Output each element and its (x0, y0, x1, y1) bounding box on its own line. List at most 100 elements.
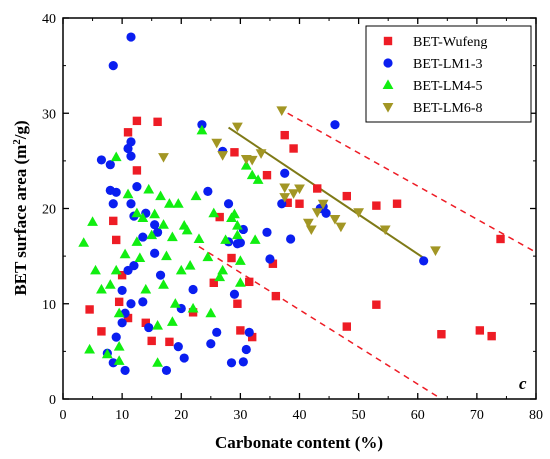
data-point (302, 218, 314, 229)
data-point (152, 320, 163, 330)
data-point (372, 201, 381, 210)
data-point (110, 151, 122, 162)
data-point (166, 231, 178, 242)
data-point (78, 237, 90, 247)
data-point (87, 216, 98, 226)
data-point (188, 284, 198, 295)
legend-label: BET-LM6-8 (413, 101, 482, 116)
data-point (144, 322, 154, 333)
data-point (197, 120, 207, 130)
data-point (271, 291, 281, 301)
data-point (173, 342, 183, 352)
data-point (234, 255, 246, 265)
data-point (132, 116, 142, 126)
data-point (379, 225, 391, 236)
data-point (283, 198, 292, 207)
data-point (117, 285, 127, 296)
data-point (214, 271, 226, 282)
y-axis-title-main: BET surface area (m (11, 145, 30, 296)
data-point (134, 252, 146, 263)
data-point (305, 225, 317, 236)
data-point (330, 120, 340, 130)
legend-box (365, 25, 532, 123)
data-point (114, 297, 124, 307)
data-point (84, 343, 96, 354)
data-point (126, 137, 136, 147)
x-tick-label: 10 (115, 408, 129, 423)
data-point (335, 222, 347, 233)
x-tick-label: 0 (60, 408, 67, 423)
legend-marker (383, 36, 393, 46)
x-tick-label: 20 (174, 408, 188, 423)
data-point (496, 234, 505, 244)
data-point (437, 330, 446, 339)
legend-marker (382, 103, 394, 113)
x-tick-label: 80 (529, 408, 543, 423)
data-point (229, 208, 240, 219)
data-point (137, 212, 149, 223)
data-point (126, 32, 136, 42)
data-point (209, 278, 218, 287)
x-axis-title: Carbonate content (%) (215, 433, 383, 452)
y-axis-title-end: /g) (11, 120, 30, 140)
data-point (96, 283, 107, 294)
data-point (252, 174, 264, 184)
data-point (232, 220, 243, 230)
data-point (372, 300, 381, 309)
data-point (227, 253, 236, 263)
data-point (113, 355, 125, 365)
data-point (235, 238, 245, 248)
data-point (202, 251, 214, 262)
series-group (85, 116, 505, 347)
data-point (317, 199, 329, 210)
data-point (245, 277, 254, 287)
data-point (117, 270, 127, 280)
data-point (430, 246, 441, 257)
data-point (105, 160, 115, 170)
data-point (294, 184, 305, 195)
data-point (155, 270, 166, 280)
data-point (101, 348, 113, 359)
y-axis-title-superscript: 2 (11, 139, 23, 145)
data-point (96, 155, 107, 165)
data-point (196, 124, 208, 135)
series-group (78, 124, 264, 367)
data-point (295, 199, 304, 208)
data-point (126, 151, 136, 161)
data-point (392, 199, 402, 208)
data-point (179, 353, 189, 363)
data-point (215, 212, 224, 222)
data-point (262, 170, 272, 180)
data-point (158, 279, 169, 289)
data-point (111, 187, 121, 197)
data-point (279, 183, 291, 194)
data-point (161, 365, 172, 376)
data-point (276, 106, 288, 116)
data-point (123, 313, 133, 323)
data-point (123, 128, 133, 137)
panel-letter: c (519, 374, 527, 393)
x-tick-label: 40 (293, 408, 307, 423)
data-point (131, 236, 143, 246)
data-point (158, 219, 169, 229)
data-point (246, 155, 258, 166)
data-point (161, 250, 172, 261)
data-point (313, 184, 322, 193)
data-point (238, 357, 248, 367)
data-point (90, 264, 101, 275)
y-tick-label: 0 (49, 393, 56, 408)
data-point (223, 199, 234, 209)
data-point (286, 234, 296, 244)
data-point (342, 191, 351, 201)
data-point (206, 339, 216, 349)
data-point (110, 264, 122, 275)
data-point (152, 357, 163, 367)
x-tick-label: 30 (233, 408, 247, 423)
data-point (232, 122, 243, 133)
data-point (190, 190, 202, 201)
data-point (131, 207, 143, 218)
envelope-line-lower (198, 245, 442, 400)
data-point (255, 149, 267, 159)
data-point (153, 117, 162, 127)
